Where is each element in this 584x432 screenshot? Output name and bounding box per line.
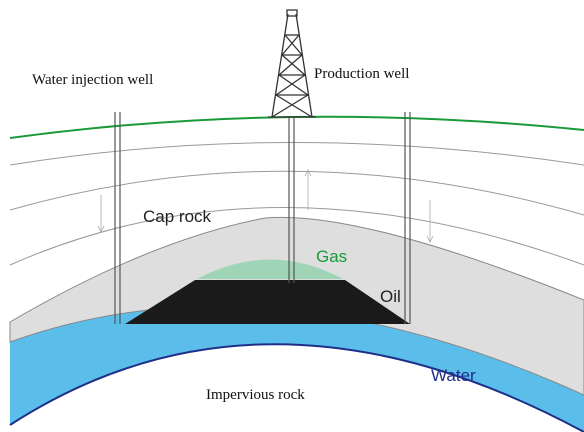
water-bottom	[9, 343, 584, 432]
label: Cap rock	[143, 207, 212, 226]
flow-arrows	[97, 169, 434, 243]
label: Gas	[316, 247, 347, 266]
injection-well-right	[404, 112, 411, 324]
sediment-line	[9, 142, 584, 166]
oil-body	[125, 280, 410, 324]
production-well-shaft	[288, 118, 295, 283]
derrick	[268, 9, 316, 118]
label: Impervious rock	[206, 387, 305, 403]
gas-cap	[197, 259, 343, 279]
water-layer	[10, 306, 584, 432]
label: Water injection well	[32, 72, 153, 88]
label: Production well	[314, 66, 409, 82]
sediment-line	[9, 207, 584, 266]
label: Water	[431, 366, 476, 385]
sediment-line	[9, 170, 584, 216]
injection-well-left	[114, 112, 121, 324]
label: Oil	[380, 287, 401, 306]
ground-surface	[9, 115, 584, 139]
